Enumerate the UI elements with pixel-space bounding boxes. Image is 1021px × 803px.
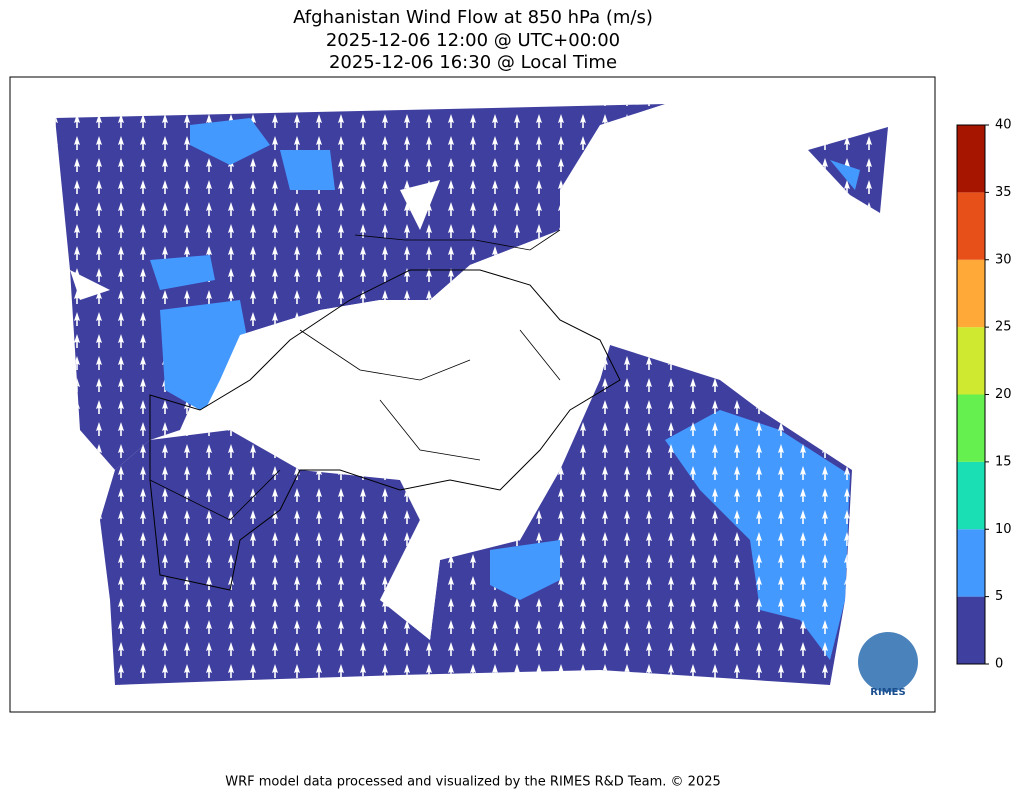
tick-label: 35 (995, 185, 1012, 200)
tick-label: 40 (995, 118, 1012, 133)
colorbar-segment (957, 596, 985, 664)
title-line: 2025-12-06 12:00 @ UTC+00:00 (326, 30, 620, 51)
title-line: Afghanistan Wind Flow at 850 hPa (m/s) (293, 7, 653, 28)
tick-label: 15 (995, 454, 1012, 469)
colorbar-segment (957, 125, 985, 193)
tick-label: 5 (995, 589, 1003, 604)
title-line: 2025-12-06 16:30 @ Local Time (329, 52, 617, 73)
tick-label: 20 (995, 387, 1012, 402)
logo-text: RIMES (870, 687, 905, 698)
tick-label: 0 (995, 657, 1003, 672)
colorbar-segment (957, 394, 985, 462)
tick-label: 30 (995, 252, 1012, 267)
map: RIMES (55, 104, 918, 698)
colorbar-segment (957, 259, 985, 328)
tick-label: 10 (995, 522, 1012, 537)
colorbar-segment (957, 529, 985, 597)
colorbar-segment (957, 192, 985, 260)
footer: WRF model data processed and visualized … (225, 775, 721, 790)
colorbar-segment (957, 461, 985, 530)
tick-label: 25 (995, 320, 1012, 335)
colorbar: 0 5 10 15 20 25 30 35 40 (956, 118, 1012, 672)
colorbar-segment (957, 327, 985, 395)
